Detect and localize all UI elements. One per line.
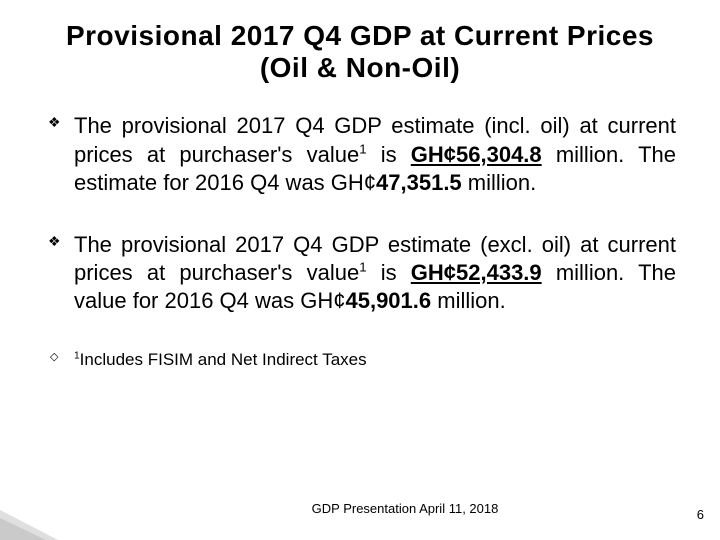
page-number: 6 bbox=[697, 507, 704, 522]
b1-text-2: is bbox=[367, 142, 411, 167]
b1-text-4: million. bbox=[462, 170, 537, 195]
b1-value-2: 47,351.5 bbox=[376, 170, 462, 195]
b1-superscript: 1 bbox=[359, 141, 366, 156]
slide-title: Provisional 2017 Q4 GDP at Current Price… bbox=[44, 20, 676, 84]
corner-decoration-inner bbox=[0, 518, 46, 540]
b2-superscript: 1 bbox=[359, 260, 366, 275]
bullet-item-2: The provisional 2017 Q4 GDP estimate (ex… bbox=[48, 231, 676, 315]
b2-value-2: 45,901.6 bbox=[345, 288, 431, 313]
b2-text-4: million. bbox=[431, 288, 506, 313]
bullet-item-1: The provisional 2017 Q4 GDP estimate (in… bbox=[48, 112, 676, 196]
footnote-item: 1Includes FISIM and Net Indirect Taxes bbox=[48, 349, 676, 371]
slide: Provisional 2017 Q4 GDP at Current Price… bbox=[0, 0, 720, 540]
b2-text-2: is bbox=[367, 260, 411, 285]
bullet-list: The provisional 2017 Q4 GDP estimate (in… bbox=[44, 112, 676, 371]
b1-value-1: GH¢56,304.8 bbox=[411, 142, 542, 167]
slide-footer: GDP Presentation April 11, 2018 bbox=[0, 501, 720, 516]
footnote-text: Includes FISIM and Net Indirect Taxes bbox=[80, 350, 367, 369]
b2-value-1: GH¢52,433.9 bbox=[411, 260, 542, 285]
